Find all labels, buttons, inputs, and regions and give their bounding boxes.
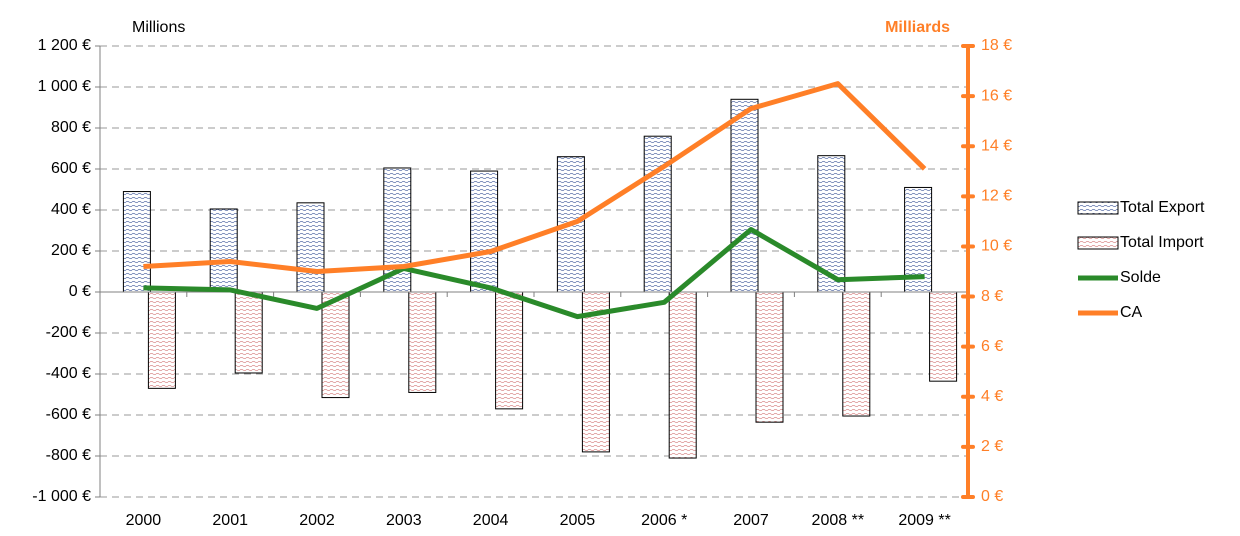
bar [122,191,151,293]
y-tick-label: -400 € [46,365,91,382]
y2-tick-label: 4 € [981,388,1003,405]
x-tick-label: 2009 ** [898,512,951,529]
bar [408,291,437,393]
legend-swatch [1077,236,1119,250]
line-series [143,81,927,274]
bar [234,291,263,374]
bar [842,291,871,417]
y2-tick-label: 2 € [981,438,1003,455]
y-tick-label: -200 € [46,324,91,341]
x-tick-label: 2001 [212,512,248,529]
bar [495,291,524,410]
bar [668,291,697,459]
y-tick-label: 800 € [51,119,91,136]
x-tick-label: 2006 * [641,512,687,529]
y2-tick-label: 16 € [981,87,1012,104]
bar [643,135,672,293]
legend-label: Solde [1120,269,1161,286]
y2-tick-label: 14 € [981,137,1012,154]
y2-tick-label: 18 € [981,37,1012,54]
bar [929,291,958,382]
y2-tick-label: 12 € [981,188,1012,205]
bar [755,291,784,423]
y2-axis-label: Milliards [885,19,950,36]
bar [209,208,238,293]
y-tick-label: 1 200 € [38,37,91,54]
legend-swatch [1077,201,1119,215]
x-tick-label: 2007 [733,512,769,529]
y-tick-label: -600 € [46,406,91,423]
line-series [143,227,925,320]
y2-tick-label: 0 € [981,488,1003,505]
legend-label: Total Export [1120,199,1205,216]
y-tick-label: 600 € [51,160,91,177]
bar [147,291,176,389]
x-tick-label: 2008 ** [812,512,865,529]
x-tick-label: 2003 [386,512,422,529]
bar [470,170,499,293]
y-tick-label: -800 € [46,447,91,464]
y-tick-label: 200 € [51,242,91,259]
legend-label: Total Import [1120,234,1204,251]
x-tick-label: 2002 [299,512,335,529]
x-tick-label: 2000 [126,512,162,529]
bar [296,202,325,293]
y-tick-label: 400 € [51,201,91,218]
y-tick-label: 1 000 € [38,78,91,95]
legend-label: CA [1120,304,1143,321]
bar [321,291,350,399]
y2-tick-label: 6 € [981,338,1003,355]
x-tick-label: 2005 [560,512,596,529]
bar [730,98,759,293]
y-axis-label: Millions [132,19,185,36]
y2-tick-label: 10 € [981,238,1012,255]
y-tick-label: -1 000 € [32,488,91,505]
y-tick-label: 0 € [69,283,91,300]
x-tick-label: 2004 [473,512,509,529]
y2-tick-label: 8 € [981,288,1003,305]
